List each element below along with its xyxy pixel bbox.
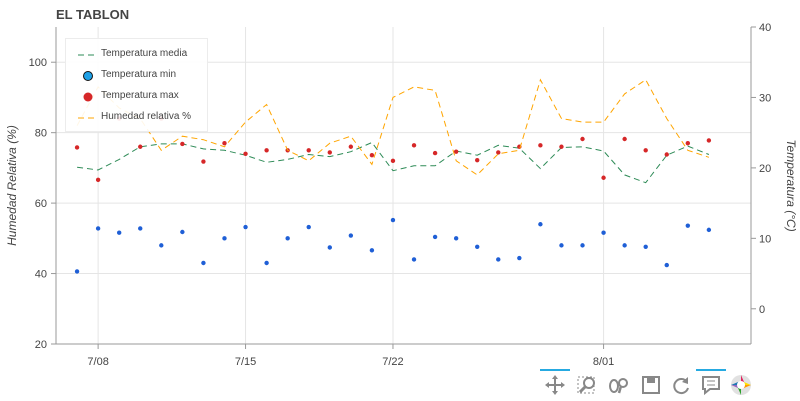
temp-max-point <box>243 151 248 156</box>
legend-item[interactable]: Temperatura min <box>66 68 207 84</box>
y-tick-label: 60 <box>35 198 47 210</box>
legend-label: Temperatura media <box>101 48 188 59</box>
temp-min-point <box>517 255 522 261</box>
legend-item[interactable]: Temperatura media <box>66 47 207 63</box>
axes-layer: 20 40 60 80 100 0 10 20 30 40 7/08 7/15 7/22 8/01 Hume… <box>5 22 798 368</box>
temp-max-point <box>559 144 564 149</box>
temp-min-point <box>327 245 332 250</box>
temp-max-point <box>369 153 375 158</box>
temp-min-point <box>622 243 627 248</box>
temp-max-point <box>706 138 712 143</box>
temp-min-point <box>201 260 206 266</box>
temp-min-point <box>306 224 311 230</box>
temp-min-point <box>432 234 438 240</box>
temp-min-point <box>664 262 669 268</box>
legend-label: Temperatura max <box>101 90 179 101</box>
y-tick-label: 80 <box>35 128 47 140</box>
bokeh-logo-icon[interactable] <box>730 374 752 396</box>
temp-min-point <box>580 243 585 248</box>
temp-max-point <box>222 141 227 146</box>
temp-min-point <box>159 243 164 248</box>
legend: Temperatura media Temperatura min Temperat… <box>65 38 208 132</box>
legend-glyph-icon <box>78 110 98 131</box>
temp-min-point <box>95 226 101 231</box>
y-tick-label: 20 <box>35 339 47 351</box>
temp-max-point <box>327 150 332 155</box>
pan-tool-icon[interactable] <box>540 369 570 396</box>
temp-max-point <box>601 175 606 180</box>
legend-glyph-icon <box>78 89 98 110</box>
temp-min-point <box>285 236 290 241</box>
legend-glyph-icon <box>78 47 98 68</box>
temp-max-point <box>685 141 691 146</box>
temp-max-point <box>496 150 501 155</box>
temp-max-point <box>138 144 143 149</box>
y-tick-label: 40 <box>35 269 47 281</box>
chart-title: EL TABLON <box>56 7 130 22</box>
y2-tick-label: 20 <box>759 163 771 175</box>
temp-min-point <box>411 257 417 262</box>
temp-max-point <box>622 136 627 142</box>
save-tool-icon[interactable] <box>640 374 662 396</box>
legend-glyph-icon <box>78 68 98 89</box>
x-tick-label: 7/08 <box>87 356 108 368</box>
temp-min-point <box>222 236 227 241</box>
temp-max-point <box>201 159 206 164</box>
temp-max-point <box>95 177 101 183</box>
temp-max-point <box>453 149 459 154</box>
temp-min-point <box>138 226 143 231</box>
temp-max-point <box>390 158 396 164</box>
wheel-zoom-tool-icon[interactable] <box>608 374 630 396</box>
temp-max-point <box>432 150 438 156</box>
temp-max-point <box>475 157 480 163</box>
series-layer <box>74 78 712 274</box>
temp-min-point <box>475 244 480 249</box>
legend-label: Temperatura min <box>101 69 177 80</box>
x-tick-label: 7/22 <box>382 356 403 368</box>
y-axis-label: Humedad Relativa (%) <box>5 125 19 246</box>
temp-min-point <box>538 222 543 227</box>
y2-tick-label: 0 <box>759 304 765 316</box>
y2-tick-label: 30 <box>759 92 771 104</box>
legend-label: Humedad relativa % <box>101 111 192 122</box>
temp-max-point <box>306 148 311 153</box>
temp-min-point <box>685 223 691 228</box>
y2-tick-label: 10 <box>759 233 771 245</box>
temp-max-point <box>538 143 543 148</box>
temp-max-point <box>643 148 648 153</box>
y-tick-label: 100 <box>29 57 47 69</box>
legend-item[interactable]: Temperatura max <box>66 89 207 105</box>
temp-max-point <box>180 141 185 147</box>
temp-max-point <box>580 136 585 142</box>
y2-axis-label: Temperatura (°C) <box>784 139 798 231</box>
temp-min-point <box>116 230 122 235</box>
temp-min-point <box>390 217 396 223</box>
reset-tool-icon[interactable] <box>670 374 692 396</box>
temp-min-point <box>264 260 269 266</box>
legend-item[interactable]: Humedad relativa % <box>66 110 207 126</box>
x-tick-label: 7/15 <box>235 356 256 368</box>
temp-min-point <box>180 229 185 235</box>
temp-min-point <box>601 230 606 235</box>
temp-min-point <box>348 233 354 238</box>
y2-tick-label: 40 <box>759 22 771 34</box>
box-zoom-tool-icon[interactable] <box>576 374 598 396</box>
temp-min-point <box>369 248 375 253</box>
temp-min-point <box>643 244 648 249</box>
temp-max-point <box>664 152 669 157</box>
temp-min-point <box>496 257 501 262</box>
temp-max-point <box>264 148 269 153</box>
temp-min-point <box>453 236 459 241</box>
temp-max-point <box>348 144 354 149</box>
x-tick-label: 8/01 <box>593 356 614 368</box>
hover-tool-icon[interactable] <box>696 369 726 396</box>
temp-min-point <box>243 224 248 230</box>
temp-min-point <box>706 227 712 233</box>
temp-max-point <box>411 143 417 148</box>
temp-max-point <box>74 145 80 150</box>
humidity-series-line <box>76 78 710 176</box>
temp-min-point <box>74 269 80 274</box>
temp-min-point <box>559 243 564 248</box>
toolbar <box>540 369 800 400</box>
